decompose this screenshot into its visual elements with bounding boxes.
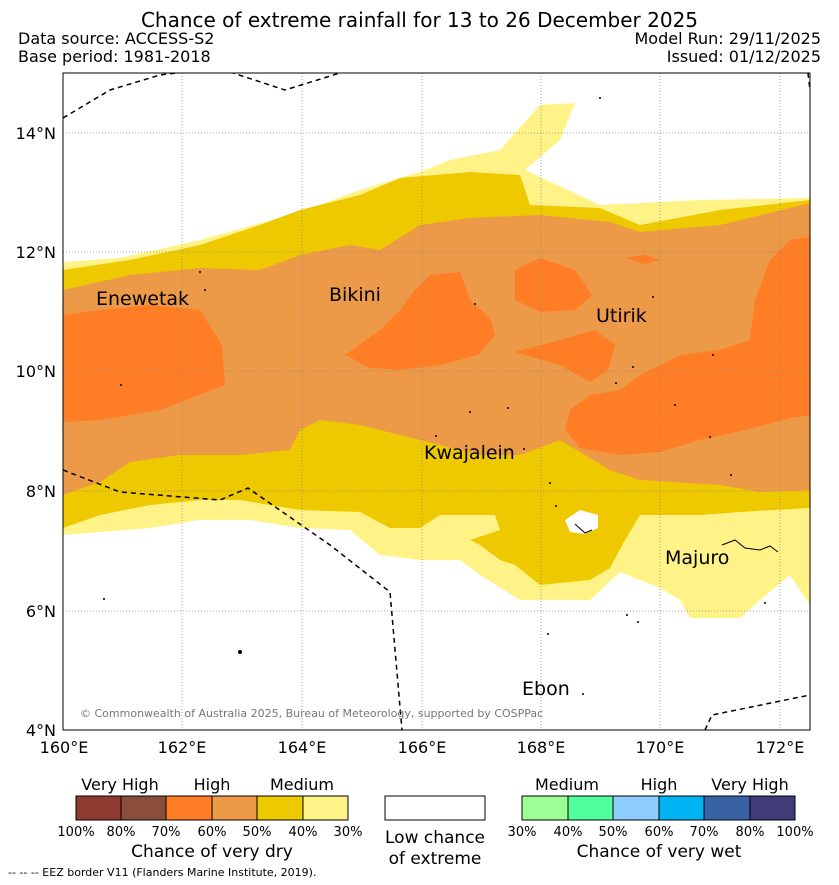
- lon-label: 164°E: [278, 738, 327, 757]
- wet-tick: 80%: [736, 825, 765, 840]
- dry-tick: 40%: [289, 825, 318, 840]
- lon-label: 166°E: [398, 738, 447, 757]
- lon-label: 168°E: [517, 738, 566, 757]
- majuro-atoll: [721, 539, 779, 553]
- low-caption-line2: of extreme: [389, 849, 482, 869]
- dry-legend: Very High High Medium 100% 80% 70% 60% 5…: [57, 775, 362, 862]
- wet-tick: 60%: [645, 825, 674, 840]
- lat-label: 14°N: [16, 124, 56, 143]
- wet-legend: Medium High Very High 30% 40% 50% 60% 70…: [508, 775, 814, 862]
- map-frame: [62, 72, 811, 731]
- dry-swatch: [165, 795, 213, 821]
- place-kwajalein: Kwajalein: [424, 442, 515, 464]
- issued-date: Issued: 01/12/2025: [666, 47, 821, 66]
- dry-tick: 100%: [57, 825, 94, 840]
- model-run: Model Run: 29/11/2025: [634, 29, 822, 48]
- wet-tick: 40%: [554, 825, 583, 840]
- lon-label: 162°E: [158, 738, 207, 757]
- lon-label: 170°E: [636, 738, 685, 757]
- place-majuro: Majuro: [665, 547, 729, 569]
- lon-label: 160°E: [40, 738, 89, 757]
- dry-zone-60-70: [625, 255, 660, 264]
- wet-swatch: [521, 795, 569, 821]
- wet-swatch: [658, 795, 705, 821]
- lon-label: 172°E: [756, 738, 805, 757]
- wet-level-label: Very High: [711, 775, 788, 794]
- lat-label: 10°N: [16, 362, 56, 381]
- wet-swatch: [612, 795, 660, 821]
- dry-tick: 30%: [334, 825, 363, 840]
- copyright-note: © Commonwealth of Australia 2025, Bureau…: [80, 707, 543, 720]
- map-title: Chance of extreme rainfall for 13 to 26 …: [140, 8, 699, 32]
- dry-zone-60-70: [565, 237, 810, 455]
- dry-level-label: Very High: [81, 775, 158, 794]
- eez-border: [63, 73, 810, 730]
- dry-zone-60-70: [63, 305, 225, 422]
- dry-tick: 50%: [243, 825, 272, 840]
- dry-zone-60-70: [515, 330, 615, 382]
- island-outlines: [103, 97, 766, 695]
- wet-tick: 30%: [508, 825, 537, 840]
- lat-label: 8°N: [26, 482, 56, 501]
- wet-tick: 50%: [599, 825, 628, 840]
- lat-label: 12°N: [16, 243, 56, 262]
- dry-tick: 60%: [198, 825, 227, 840]
- dry-swatch: [120, 795, 167, 821]
- lat-label: 4°N: [26, 721, 56, 740]
- wet-tick: 70%: [690, 825, 719, 840]
- low-chance-area: [565, 510, 598, 534]
- dry-level-label: Medium: [270, 775, 334, 794]
- low-chance-legend: Low chance of extreme: [384, 795, 486, 869]
- wet-level-label: Medium: [535, 775, 599, 794]
- dry-zone-60-70: [345, 272, 495, 370]
- dry-zone-60-70: [515, 258, 592, 312]
- wet-swatch: [703, 795, 751, 821]
- dry-tick: 80%: [107, 825, 136, 840]
- data-source: Data source: ACCESS-S2: [18, 29, 215, 48]
- wet-tick: 100%: [776, 825, 813, 840]
- place-enewetak: Enewetak: [96, 288, 189, 310]
- wet-level-label: High: [641, 775, 678, 794]
- low-chance-swatch: [384, 795, 486, 821]
- wet-caption: Chance of very wet: [577, 842, 742, 862]
- base-period: Base period: 1981-2018: [18, 47, 211, 66]
- dry-caption: Chance of very dry: [131, 842, 293, 862]
- eez-footnote: -- -- -- EEZ border V11 (Flanders Marine…: [8, 866, 317, 879]
- kwajalein-atoll: [574, 523, 593, 534]
- longitude-labels: 160°E 162°E 164°E 166°E 168°E 170°E 172°…: [40, 738, 805, 757]
- dry-tick: 70%: [152, 825, 181, 840]
- place-ebon: Ebon: [522, 678, 570, 700]
- low-caption-line1: Low chance: [385, 828, 485, 848]
- wet-swatch: [749, 795, 796, 821]
- dry-swatch: [75, 795, 122, 821]
- dry-level-label: High: [194, 775, 231, 794]
- lat-label: 6°N: [26, 602, 56, 621]
- probability-shading: [63, 73, 810, 730]
- wet-swatch: [567, 795, 614, 821]
- dry-swatch: [302, 795, 349, 821]
- dry-swatch: [256, 795, 304, 821]
- place-bikini: Bikini: [329, 284, 381, 306]
- dry-swatch: [211, 795, 258, 821]
- latitude-labels: 14°N 12°N 10°N 8°N 6°N 4°N: [16, 124, 56, 740]
- place-utirik: Utirik: [596, 305, 647, 327]
